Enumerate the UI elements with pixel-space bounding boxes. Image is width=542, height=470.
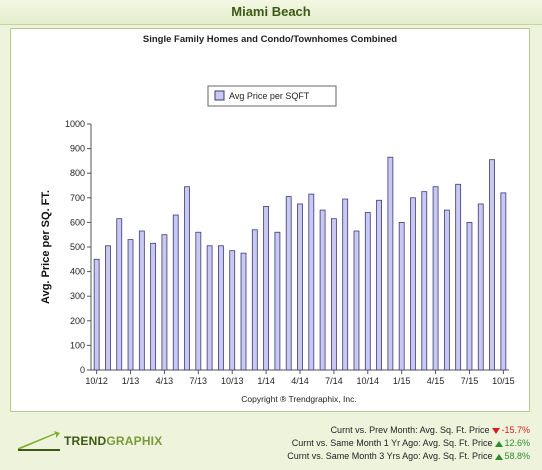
bar	[489, 159, 495, 371]
stat-value: 58.8%	[504, 451, 530, 461]
bar	[421, 191, 428, 371]
stat-prev-month: Curnt vs. Prev Month: Avg. Sq. Ft. Price…	[331, 425, 530, 435]
chart-title: Single Family Homes and Condo/Townhomes …	[143, 34, 397, 45]
x-tick-label: 4/15	[427, 376, 445, 386]
y-tick-label: 400	[70, 267, 85, 277]
bar	[240, 252, 247, 371]
bar	[206, 245, 213, 371]
y-tick-label: 0	[80, 365, 85, 375]
bar	[285, 196, 292, 371]
stat-3yrs-ago: Curnt vs. Same Month 3 Yrs Ago: Avg. Sq.…	[287, 451, 530, 461]
bar-chart: Single Family Homes and Condo/Townhomes …	[40, 34, 515, 404]
x-tick-label: 10/14	[357, 376, 380, 386]
y-tick-label: 500	[70, 242, 85, 252]
page-title: Miami Beach	[231, 4, 311, 19]
x-tick-label: 4/14	[291, 376, 309, 386]
x-tick-label: 7/14	[325, 376, 343, 386]
bar	[455, 183, 462, 371]
up-arrow-icon	[495, 453, 504, 460]
stat-label: Curnt vs. Prev Month: Avg. Sq. Ft. Price	[330, 425, 490, 435]
bar	[105, 245, 111, 371]
y-tick-label: 1000	[65, 119, 85, 129]
bar	[195, 231, 202, 371]
x-tick-label: 7/13	[190, 376, 208, 386]
bar	[184, 186, 190, 371]
bar	[116, 218, 123, 371]
y-axis-label: Avg. Price per SQ. FT.	[40, 190, 52, 304]
trendgraphix-logo: TRENDGRAPHIX	[16, 430, 162, 452]
bar	[127, 239, 134, 371]
bar	[229, 250, 236, 371]
bar	[172, 214, 179, 371]
up-arrow-icon	[495, 440, 504, 447]
bar	[443, 209, 450, 371]
x-tick-label: 10/15	[492, 376, 515, 386]
stat-1yr-ago: Curnt vs. Same Month 1 Yr Ago: Avg. Sq. …	[292, 438, 530, 448]
logo-text-bold: TREND	[64, 434, 107, 448]
x-tick-label: 7/15	[461, 376, 479, 386]
y-tick-label: 200	[70, 316, 85, 326]
bar	[477, 203, 484, 371]
y-tick-label: 300	[70, 291, 85, 301]
stat-value: -15.7%	[501, 425, 530, 435]
x-tick-label: 10/13	[221, 376, 244, 386]
bar	[274, 231, 281, 371]
bar	[432, 186, 439, 371]
footer: TRENDGRAPHIX Curnt vs. Prev Month: Avg. …	[0, 420, 542, 470]
bar	[353, 230, 360, 371]
bar	[376, 199, 382, 371]
page-header: Miami Beach	[0, 0, 542, 25]
bar	[319, 209, 326, 371]
bar	[410, 197, 416, 371]
legend-label: Avg Price per SQFT	[229, 91, 310, 101]
x-tick-label: 4/13	[156, 376, 174, 386]
y-tick-label: 700	[70, 193, 85, 203]
x-tick-label: 1/15	[393, 376, 411, 386]
y-tick-label: 900	[70, 144, 85, 154]
bar	[218, 245, 224, 371]
stat-label: Curnt vs. Same Month 3 Yrs Ago: Avg. Sq.…	[287, 451, 493, 461]
bar	[387, 156, 394, 371]
y-tick-label: 600	[70, 217, 85, 227]
bar	[466, 221, 473, 371]
bar	[138, 230, 145, 371]
bar	[342, 198, 349, 371]
bar	[330, 218, 337, 371]
x-tick-label: 1/13	[122, 376, 140, 386]
legend-box	[207, 85, 337, 107]
bar	[308, 193, 315, 371]
y-tick-label: 800	[70, 168, 85, 178]
legend-swatch	[214, 90, 225, 101]
trend-arrow-icon	[18, 431, 60, 451]
bar	[500, 192, 507, 371]
x-tick-label: 1/14	[257, 376, 275, 386]
chart-panel: Single Family Homes and Condo/Townhomes …	[10, 28, 530, 412]
bar	[161, 234, 168, 371]
bar	[150, 242, 157, 371]
bar	[297, 203, 303, 371]
bar	[93, 258, 100, 371]
bar	[364, 212, 371, 371]
down-arrow-icon	[492, 427, 501, 434]
copyright-text: Copyright ® Trendgraphix, Inc.	[241, 394, 356, 404]
y-tick-label: 100	[70, 340, 85, 350]
stat-value: 12.6%	[504, 438, 530, 448]
logo-text-light: GRAPHIX	[106, 434, 163, 448]
stat-label: Curnt vs. Same Month 1 Yr Ago: Avg. Sq. …	[291, 438, 493, 448]
bar	[251, 229, 258, 371]
bar	[398, 221, 405, 371]
x-tick-label: 10/12	[85, 376, 108, 386]
bar	[263, 206, 270, 371]
